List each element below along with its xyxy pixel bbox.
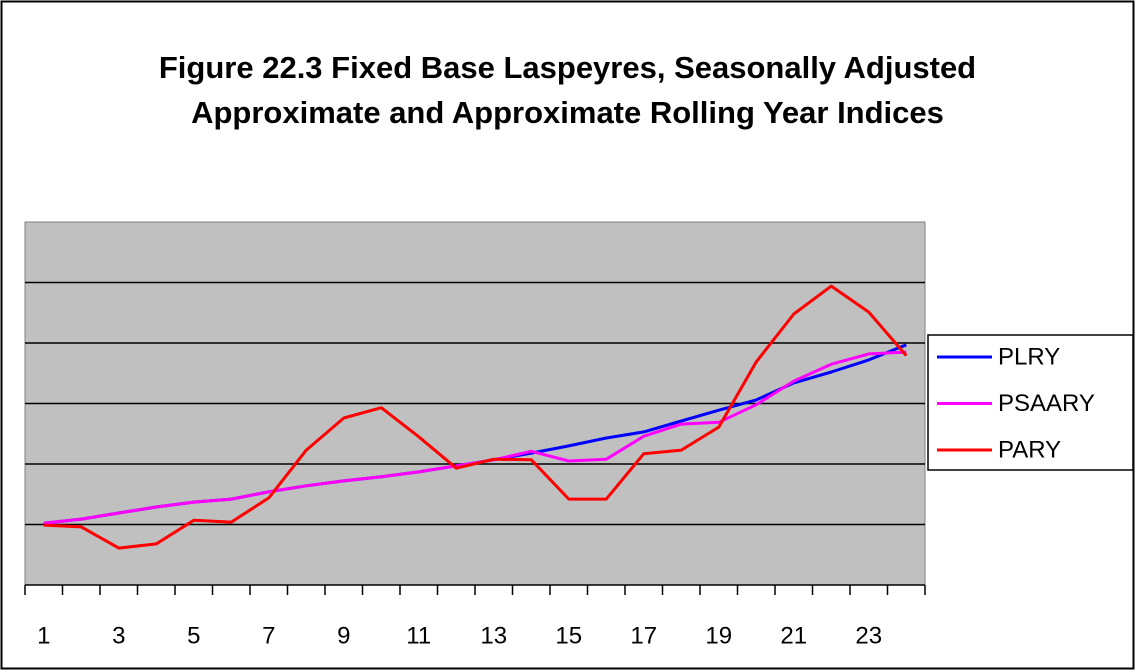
chart-title: Figure 22.3 Fixed Base Laspeyres, Season…: [158, 50, 977, 130]
x-tick-label: 23: [855, 622, 882, 649]
x-tick-label: 5: [187, 622, 200, 649]
x-tick-label: 3: [112, 622, 125, 649]
x-tick-label: 11: [406, 622, 431, 649]
x-tick-label: 17: [630, 622, 657, 649]
legend-label: PLRY: [998, 343, 1060, 370]
legend-label: PSAARY: [998, 390, 1095, 417]
x-tick-label: 15: [555, 622, 582, 649]
x-tick-label: 13: [480, 622, 507, 649]
series-line: [43, 284, 908, 550]
x-tick-label: 9: [337, 622, 350, 649]
x-tick-label: 7: [262, 622, 275, 649]
x-tick-label: 1: [37, 622, 50, 649]
legend-label: PARY: [998, 436, 1061, 463]
x-tick-label: 19: [705, 622, 732, 649]
x-tick-label: 21: [780, 622, 807, 649]
